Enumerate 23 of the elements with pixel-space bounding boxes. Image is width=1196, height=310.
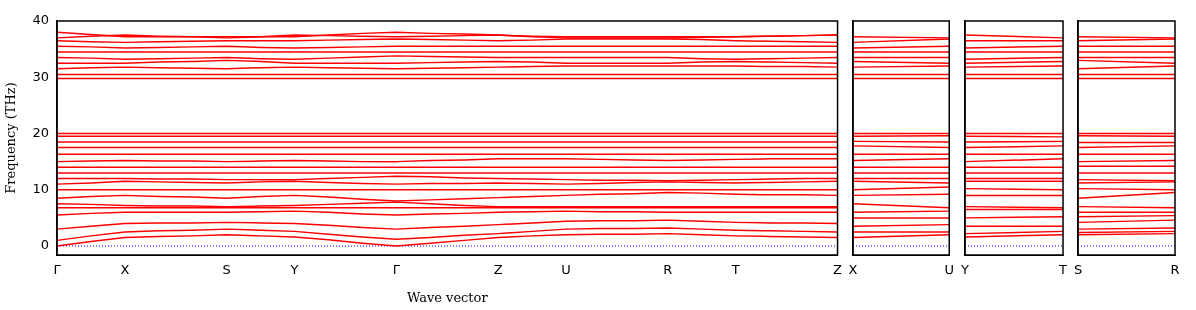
x-tick-label: R: [1170, 262, 1180, 278]
x-tick-label: R: [663, 262, 673, 278]
x-tick-label: Γ: [392, 262, 401, 278]
x-tick-label: U: [944, 262, 954, 278]
x-tick-label: Z: [833, 262, 843, 278]
x-tick-label: Z: [493, 262, 503, 278]
x-tick-label: T: [1058, 262, 1068, 278]
x-tick-label: T: [730, 262, 740, 278]
x-tick-label: Y: [960, 262, 970, 278]
y-axis-title: Frequency (THz): [3, 82, 19, 194]
x-axis-title: Wave vector: [406, 289, 489, 305]
y-tick-label: 10: [32, 181, 49, 197]
y-tick-label: 40: [32, 12, 49, 28]
y-tick-label: 0: [40, 237, 49, 253]
y-tick-label: 30: [32, 68, 49, 84]
x-tick-label: X: [120, 262, 130, 278]
x-tick-label: X: [848, 262, 858, 278]
x-tick-label: S: [222, 262, 231, 278]
x-tick-label: U: [561, 262, 571, 278]
x-tick-label: S: [1073, 262, 1083, 278]
x-tick-label: Y: [289, 262, 299, 278]
x-tick-label: Γ: [53, 262, 62, 278]
y-tick-label: 20: [32, 124, 49, 140]
